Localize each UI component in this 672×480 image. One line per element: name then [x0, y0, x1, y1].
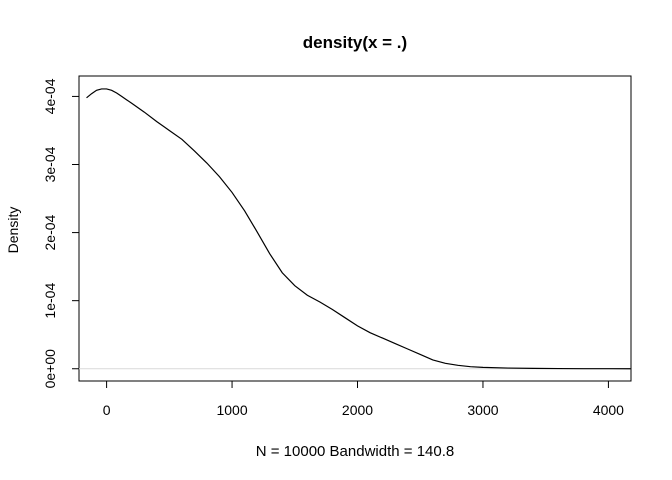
x-tick-label: 2000	[342, 402, 373, 418]
y-tick-label: 1e-04	[42, 283, 58, 319]
y-tick-label: 0e+00	[42, 349, 58, 389]
x-tick-label: 0	[103, 402, 111, 418]
y-axis: 0e+00 1e-04 2e-04 3e-04 4e-04	[42, 78, 79, 388]
y-axis-label: Density	[5, 207, 21, 254]
x-tick-label: 1000	[216, 402, 247, 418]
x-axis: 0 1000 2000 3000 4000	[103, 381, 624, 418]
y-tick-label: 4e-04	[42, 78, 58, 114]
x-tick-label: 3000	[467, 402, 498, 418]
plot-frame	[78, 75, 632, 382]
x-axis-label: N = 10000 Bandwidth = 140.8	[256, 443, 455, 460]
x-tick-label: 4000	[593, 402, 624, 418]
y-tick-label: 3e-04	[42, 146, 58, 182]
chart-title: density(x = .)	[303, 33, 407, 52]
y-tick-label: 2e-04	[42, 214, 58, 250]
density-series-line	[86, 88, 632, 370]
